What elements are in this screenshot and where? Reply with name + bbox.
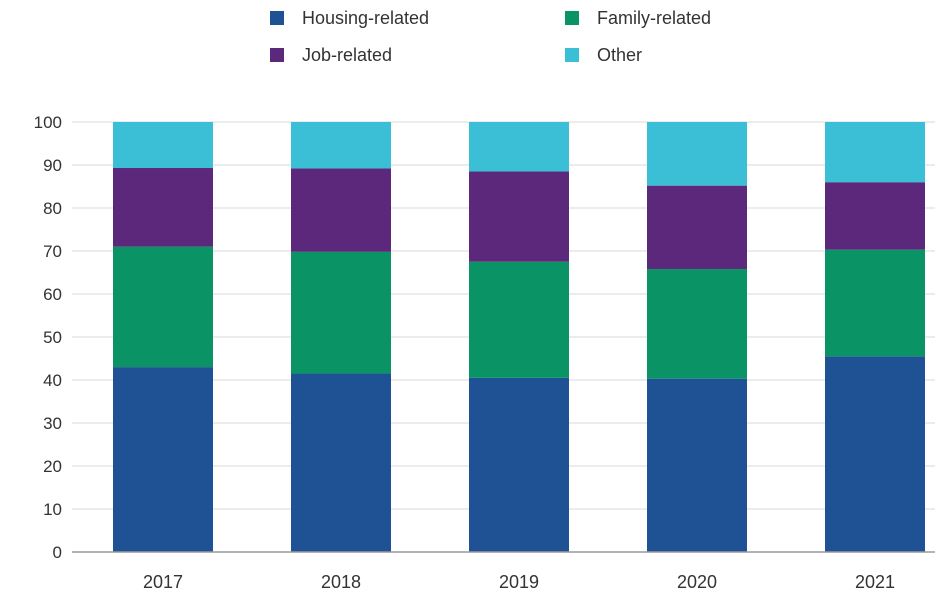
bar-segment [469,261,569,378]
bar-segment [825,249,925,357]
bar-segment [469,171,569,262]
y-tick-label: 40 [43,371,62,390]
y-tick-label: 10 [43,500,62,519]
bar-segment [291,122,391,169]
bar-segment [825,122,925,183]
legend-swatch [565,48,579,62]
legend-swatch [565,11,579,25]
y-tick-label: 80 [43,199,62,218]
bar-segment [291,251,391,374]
y-axis: 0 10 20 30 40 50 60 70 80 90 100 [34,113,62,562]
y-tick-label: 90 [43,156,62,175]
y-tick-label: 100 [34,113,62,132]
x-axis: 2017 2018 2019 2020 2021 [72,551,935,592]
bar-segment [291,168,391,252]
x-tick-label: 2019 [499,572,539,592]
y-tick-label: 0 [53,543,62,562]
bar-segment [647,122,747,186]
y-tick-label: 50 [43,328,62,347]
bar-segment [647,378,747,552]
legend-swatch [270,48,284,62]
bars [113,122,925,552]
bar-segment [469,122,569,172]
bar-segment [113,246,213,368]
legend: Housing-related Family-related Job-related… [270,8,711,65]
bar-segment [113,168,213,247]
y-tick-label: 30 [43,414,62,433]
bar-segment [291,373,391,552]
x-tick-label: 2020 [677,572,717,592]
legend-label: Family-related [597,8,711,28]
y-tick-label: 60 [43,285,62,304]
bar-segment [469,377,569,552]
y-tick-label: 20 [43,457,62,476]
x-tick-label: 2018 [321,572,361,592]
bar-segment [825,356,925,552]
legend-label: Job-related [302,45,392,65]
bar-segment [825,182,925,250]
legend-swatch [270,11,284,25]
x-tick-label: 2021 [855,572,895,592]
bar-segment [647,185,747,270]
bar-segment [647,269,747,379]
legend-label: Other [597,45,642,65]
x-tick-label: 2017 [143,572,183,592]
bar-segment [113,122,213,169]
bar-segment [113,367,213,552]
y-tick-label: 70 [43,242,62,261]
legend-label: Housing-related [302,8,429,28]
